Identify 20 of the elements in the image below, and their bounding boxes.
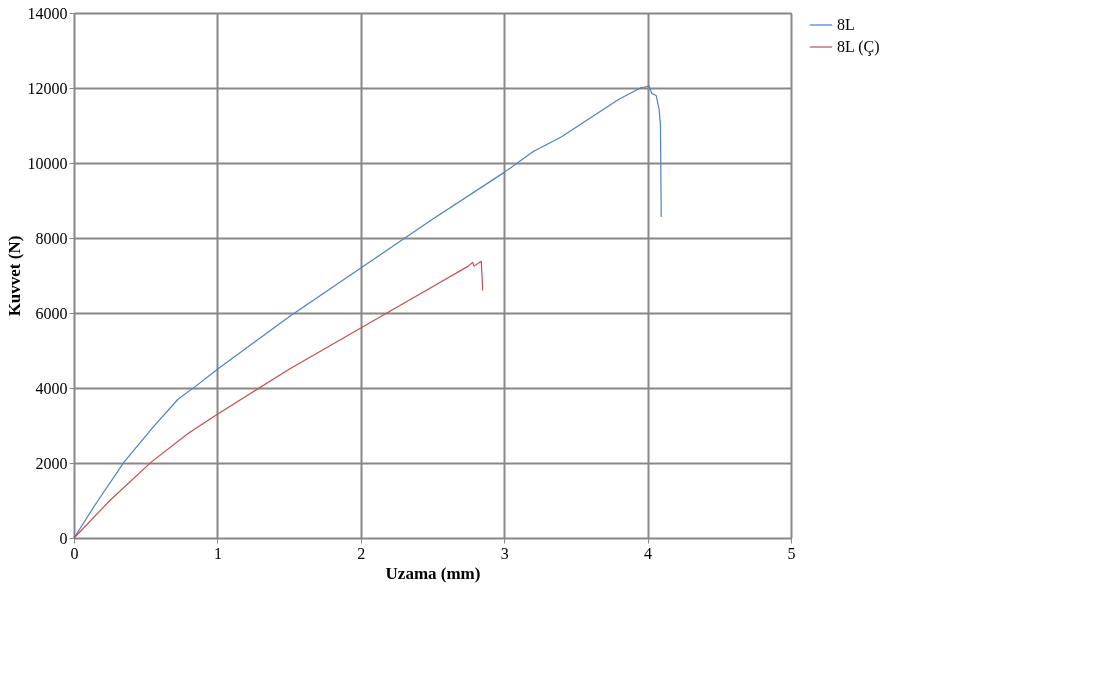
y-tick-label: 12000: [27, 79, 68, 97]
line-series: [73, 85, 662, 539]
x-tick-label: 3: [500, 544, 509, 562]
y-tick-label: 4000: [35, 379, 68, 397]
x-axis-title: Uzama (mm): [385, 563, 481, 583]
x-tick-label: 1: [213, 544, 222, 562]
x-tick-label: 5: [787, 544, 796, 562]
y-tick-label: 0: [59, 529, 68, 547]
y-tick-label: 8000: [35, 229, 68, 247]
y-tick-label: 6000: [35, 304, 68, 322]
x-tick-label: 4: [644, 544, 653, 562]
x-tick-label: 2: [357, 544, 366, 562]
legend-label: 8L: [837, 16, 855, 33]
legend-label: 8L (Ç): [837, 38, 880, 56]
y-tick-label: 10000: [27, 154, 68, 172]
y-tick-label: 2000: [35, 454, 68, 472]
y-axis-title: Kuvvet (N): [4, 235, 24, 317]
line-series: [73, 260, 484, 539]
x-tick-label: 0: [70, 544, 79, 562]
y-tick-label: 14000: [27, 4, 68, 22]
